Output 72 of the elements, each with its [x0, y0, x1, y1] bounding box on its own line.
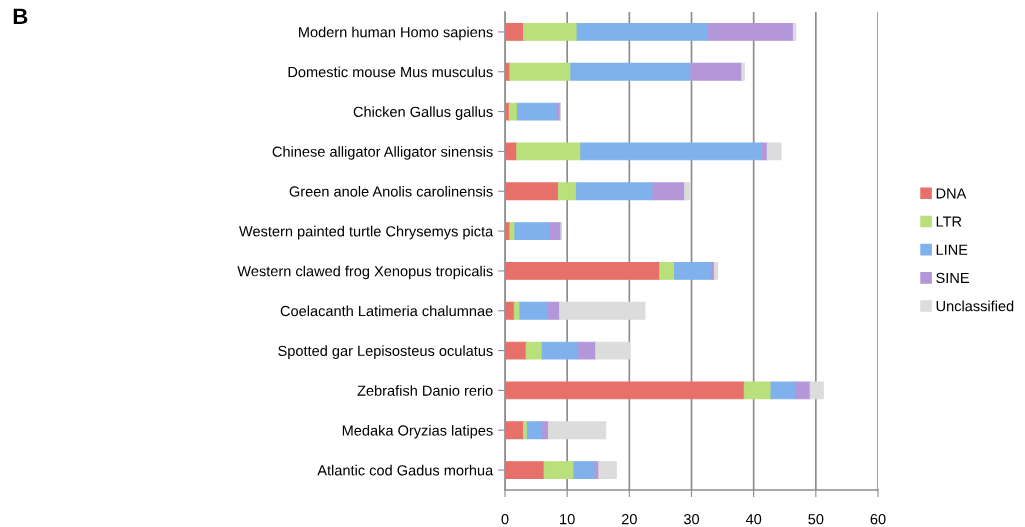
bar — [559, 301, 646, 320]
bar — [809, 381, 824, 400]
x-tick-label: 30 — [683, 514, 700, 525]
y-tick-label: Atlantic cod Gadus morhua — [317, 464, 494, 476]
bar — [505, 341, 527, 360]
y-tick-label: Coelacanth Latimeria chalumnae — [280, 305, 493, 317]
y-tick-label: Western painted turtle Chrysemys picta — [239, 225, 494, 240]
bar — [505, 381, 745, 400]
text: B — [13, 8, 28, 25]
y-tick-label: Medaka Oryzias latipes — [342, 424, 493, 439]
bar — [519, 301, 550, 320]
y-tick-label: Green anole Anolis carolinensis — [289, 185, 493, 197]
bar — [595, 341, 631, 360]
bar — [509, 62, 572, 81]
bar — [674, 261, 712, 280]
bar — [547, 421, 607, 440]
bar — [690, 62, 743, 81]
bar — [505, 142, 518, 161]
bar — [576, 22, 709, 41]
bar — [505, 461, 545, 480]
bar — [577, 341, 597, 360]
legend-label: DNA — [936, 188, 967, 199]
bar — [573, 461, 596, 480]
bar — [598, 461, 617, 480]
bar — [505, 22, 525, 41]
y-tick-label: Domestic mouse Mus musculus — [288, 66, 493, 78]
bar — [516, 142, 582, 161]
bar — [580, 142, 763, 161]
bar — [575, 182, 654, 201]
y-tick-label: Western clawed frog Xenopus tropicalis — [237, 265, 493, 280]
y-tick-label: Modern human Homo sapiens — [299, 26, 493, 41]
bar — [652, 182, 686, 201]
bar — [761, 142, 768, 161]
bar — [770, 381, 797, 400]
bar — [549, 222, 562, 241]
y-tick-label: Spotted gar Lepisosteus oculatus — [278, 345, 493, 359]
bar — [505, 182, 560, 201]
bar — [743, 381, 772, 400]
y-tick-label: Zebrafish Danio rerio — [357, 385, 493, 396]
x-tick-label: 40 — [745, 514, 762, 525]
bar — [541, 341, 579, 360]
x-tick-label: 20 — [621, 514, 637, 525]
legend-label: SINE — [936, 272, 969, 284]
bar — [766, 142, 782, 161]
bar — [547, 301, 561, 320]
bar — [505, 421, 525, 440]
y-tick-label: Chinese alligator Alligator sinensis — [272, 146, 493, 160]
x-tick-label: 10 — [560, 514, 575, 525]
bar — [707, 22, 795, 41]
bar — [542, 421, 550, 440]
legend-label: LINE — [936, 244, 968, 255]
bar — [684, 182, 691, 201]
bar — [523, 22, 578, 41]
x-tick-label: 60 — [870, 514, 886, 525]
x-tick-label: 0 — [501, 514, 509, 525]
bar — [795, 381, 811, 400]
bar — [741, 62, 745, 81]
x-tick-label: 50 — [808, 514, 824, 525]
bar — [525, 341, 543, 360]
y-tick-label: Chicken Gallus gallus — [353, 106, 493, 120]
bar — [505, 301, 515, 320]
bar — [526, 421, 544, 440]
bar — [659, 261, 676, 280]
bar — [516, 102, 558, 121]
bar — [514, 222, 551, 241]
bar — [543, 461, 575, 480]
bar — [570, 62, 692, 81]
legend-label: LTR — [936, 216, 962, 227]
bar — [792, 22, 797, 41]
bar — [505, 261, 661, 280]
legend-label: Unclassified — [936, 300, 1014, 312]
bar — [557, 182, 578, 201]
